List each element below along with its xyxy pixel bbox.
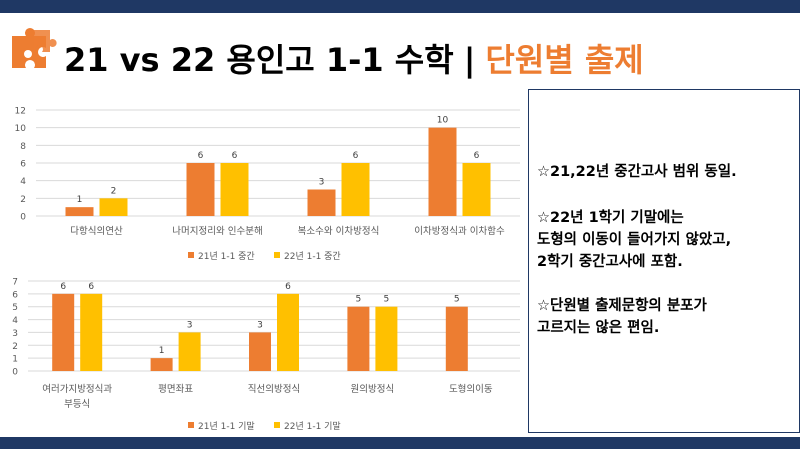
bar-series2 xyxy=(99,198,128,216)
page-title: 21 vs 22 용인고 1-1 수학 | 단원별 출제 xyxy=(64,38,644,82)
y-tick-label: 5 xyxy=(12,303,18,313)
data-label: 5 xyxy=(356,295,362,305)
top-banner xyxy=(0,0,800,13)
y-tick-label: 6 xyxy=(20,160,26,170)
data-label: 10 xyxy=(437,116,449,126)
data-label: 6 xyxy=(88,282,94,292)
note-line-6: 고르지는 않은 편임. xyxy=(537,320,660,336)
y-tick-label: 10 xyxy=(15,124,27,134)
bar-series1 xyxy=(186,163,215,216)
y-tick-label: 0 xyxy=(20,213,26,223)
note-line-5: ☆단원별 출제문항의 분포가 xyxy=(537,298,707,314)
data-label: 5 xyxy=(454,295,460,305)
y-tick-label: 7 xyxy=(12,278,18,288)
data-label: 6 xyxy=(232,151,238,161)
data-label: 6 xyxy=(60,282,66,292)
data-label: 3 xyxy=(319,178,325,188)
legend-swatch xyxy=(188,252,194,258)
legend-swatch xyxy=(274,252,280,258)
y-tick-label: 3 xyxy=(12,329,18,339)
notes-panel: ☆21,22년 중간고사 범위 동일. ☆22년 1학기 기말에는 도형의 이동… xyxy=(528,89,800,433)
note-line-1: ☆21,22년 중간고사 범위 동일. xyxy=(537,164,737,180)
bar-series1 xyxy=(150,358,173,371)
y-tick-label: 6 xyxy=(12,290,18,300)
legend-swatch xyxy=(188,422,194,428)
data-label: 1 xyxy=(159,346,165,356)
bar-series2 xyxy=(341,163,370,216)
legend-label: 21년 1-1 기말 xyxy=(198,420,255,432)
category-label: 원의방정식 xyxy=(351,384,395,395)
data-label: 6 xyxy=(198,151,204,161)
y-tick-label: 8 xyxy=(20,142,26,152)
legend-label: 22년 1-1 기말 xyxy=(284,420,341,432)
category-label: 여러가지방정식과 xyxy=(42,383,112,395)
bar-series2 xyxy=(462,163,491,216)
note-line-3: 도형의 이동이 들어가지 않았고, xyxy=(537,232,732,248)
data-label: 5 xyxy=(384,295,390,305)
note-line-4: 2학기 중간고사에 포함. xyxy=(537,254,683,270)
bar-series1 xyxy=(65,207,94,216)
midterm-chart: 0 2 4 6 8 10 12 1 2 다항식의연산 6 6 나머지정리와 인수분해 3 6 복소수와 이차방… xyxy=(0,96,520,271)
category-label: 직선의방정식 xyxy=(248,384,300,395)
y-tick-label: 4 xyxy=(12,316,18,326)
category-label: 다항식의연산 xyxy=(70,226,123,237)
data-label: 6 xyxy=(353,151,359,161)
legend-label: 22년 1-1 중간 xyxy=(284,251,341,262)
y-tick-label: 2 xyxy=(20,195,26,205)
category-label: 도형의이동 xyxy=(449,384,493,395)
data-label: 3 xyxy=(187,320,193,330)
note-line-2: ☆22년 1학기 기말에는 xyxy=(537,210,684,226)
category-label: 부등식 xyxy=(64,399,90,410)
title-sub: 단원별 출제 xyxy=(485,41,644,79)
bar-series2 xyxy=(277,293,299,371)
puzzle-icon xyxy=(8,28,60,80)
bottom-banner xyxy=(0,437,800,449)
legend-swatch xyxy=(274,422,280,428)
category-label: 나머지정리와 인수분해 xyxy=(172,225,262,237)
bar-series1 xyxy=(249,332,271,371)
bar-series1 xyxy=(347,306,370,371)
data-label: 6 xyxy=(474,151,480,161)
y-tick-label: 12 xyxy=(15,107,26,117)
y-tick-label: 0 xyxy=(12,368,18,378)
bar-series2 xyxy=(375,306,398,371)
data-label: 3 xyxy=(257,320,263,330)
bar-series1 xyxy=(428,127,457,216)
y-tick-label: 1 xyxy=(12,355,18,365)
data-label: 2 xyxy=(111,186,117,196)
bar-series2 xyxy=(178,332,201,371)
bar-series2 xyxy=(80,293,103,371)
category-label: 복소수와 이차방정식 xyxy=(298,225,380,237)
category-label: 평면좌표 xyxy=(158,384,193,395)
category-label: 이차방정식과 이차함수 xyxy=(414,225,505,237)
y-tick-label: 2 xyxy=(12,342,18,352)
title-separator: | xyxy=(463,41,476,79)
title-main: 21 vs 22 용인고 1-1 수학 xyxy=(64,41,454,79)
bar-series1 xyxy=(307,189,336,216)
bar-series1 xyxy=(445,306,468,371)
data-label: 6 xyxy=(285,282,291,292)
bar-series2 xyxy=(220,163,249,216)
bar-series1 xyxy=(52,293,75,371)
y-tick-label: 4 xyxy=(20,177,26,187)
data-label: 1 xyxy=(77,195,83,205)
legend-label: 21년 1-1 중간 xyxy=(198,251,255,262)
